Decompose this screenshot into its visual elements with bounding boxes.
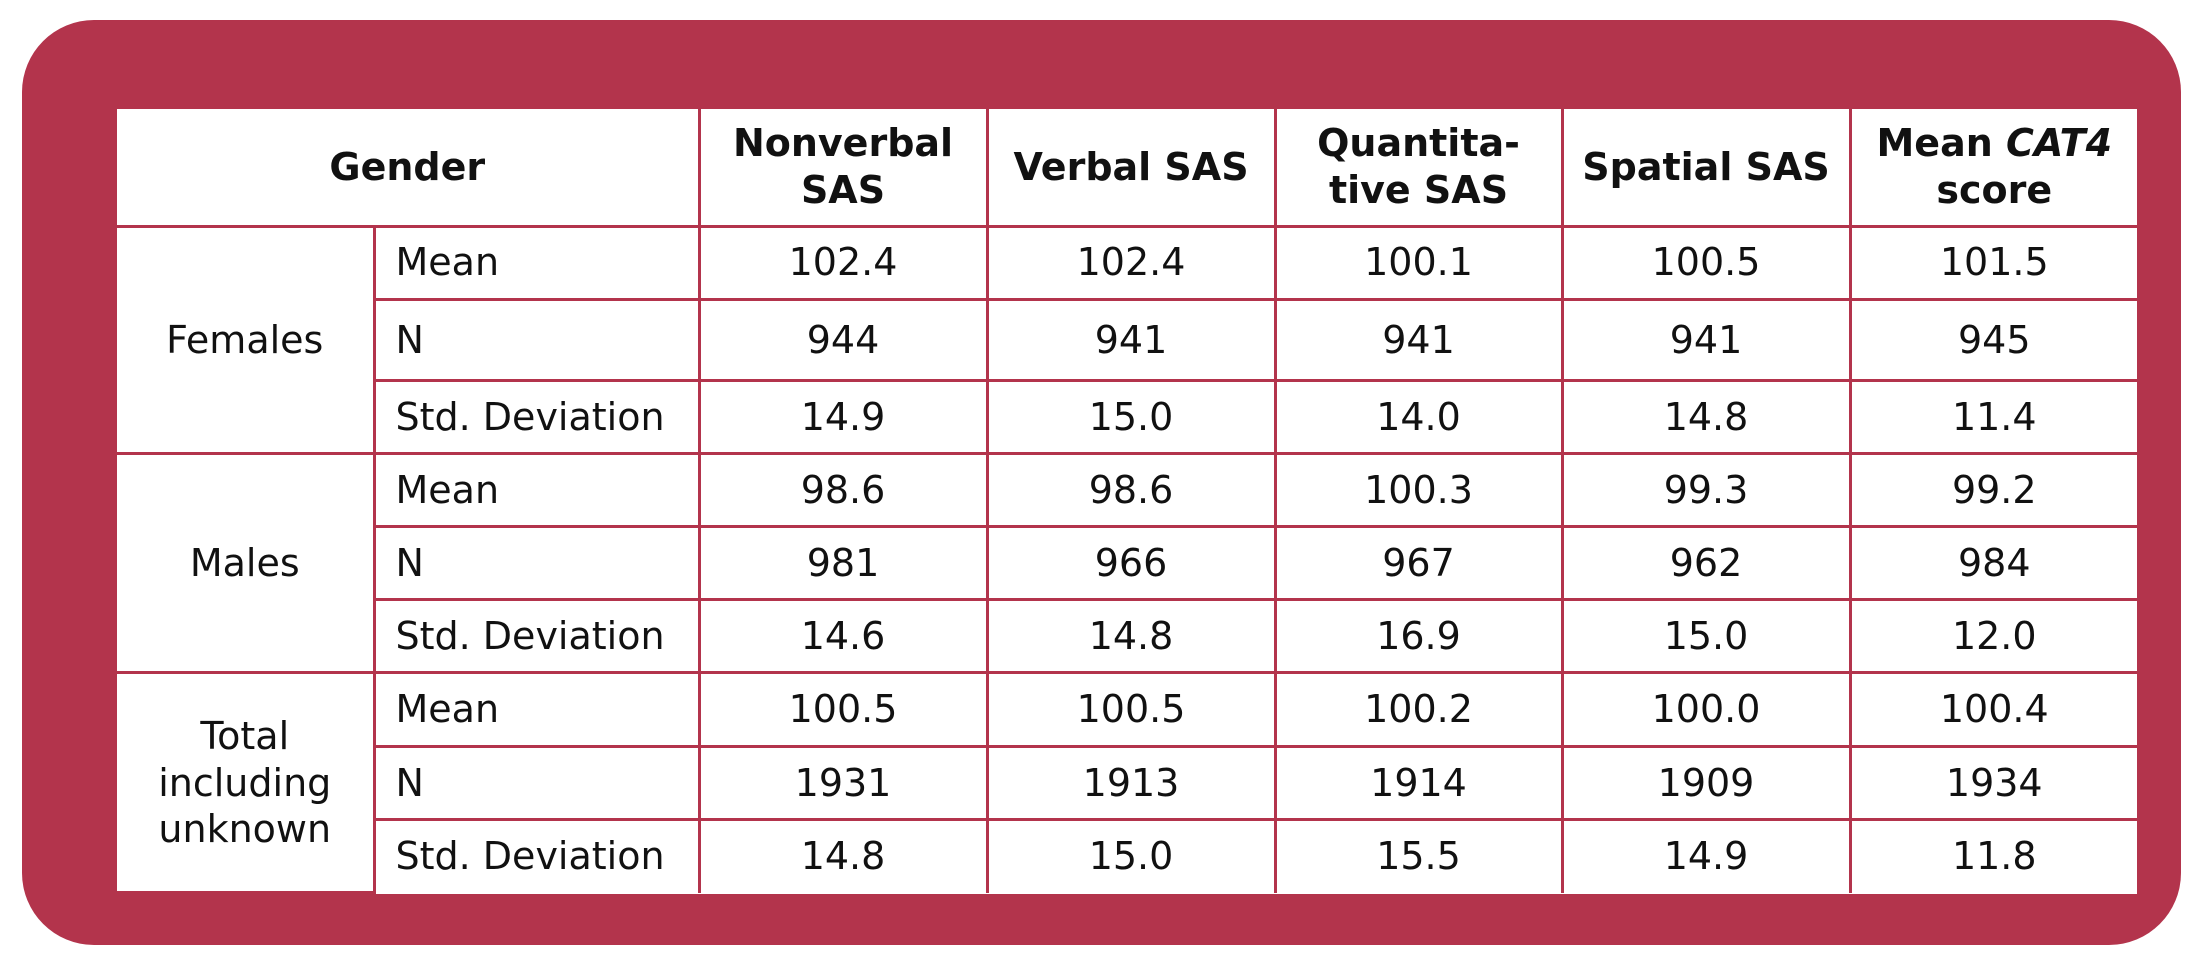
table-cell: 1931 <box>697 744 989 821</box>
table-cell: 16.9 <box>1273 598 1564 675</box>
stat-label: Mean <box>372 671 701 748</box>
table-cell: 98.6 <box>697 451 989 529</box>
table-cell: 14.9 <box>697 378 989 455</box>
table-cell: 100.0 <box>1560 671 1852 748</box>
table-cell: 15.0 <box>985 378 1277 455</box>
table-row: Males Mean 98.6 98.6 100.3 99.3 99.2 <box>117 451 2138 675</box>
table-row: Std. Deviation 14.8 15.0 15.5 14.9 11.8 <box>117 817 2138 893</box>
table-cell: 14.8 <box>985 598 1277 675</box>
stat-label: N <box>374 744 701 821</box>
header-nonverbal-label: Nonverbal SAS <box>732 121 954 212</box>
table-cell: 967 <box>1273 525 1564 602</box>
table-cell: 102.4 <box>697 224 989 301</box>
table-cell: 14.9 <box>1560 817 1852 893</box>
table-row: N 981 966 967 962 984 <box>117 525 2138 602</box>
table-row: Total including unknown Mean 100.5 100.5… <box>117 671 2138 894</box>
table-cell: 1909 <box>1560 744 1852 821</box>
table-cell: 941 <box>985 297 1277 382</box>
table-cell: 11.8 <box>1848 817 2138 893</box>
table-cell: 100.3 <box>1273 451 1564 529</box>
header-score-suffix: score <box>1936 167 2053 212</box>
table-cell: 100.4 <box>1848 671 2138 748</box>
table-cell: 14.8 <box>697 817 989 893</box>
table-cell: 941 <box>1273 297 1564 382</box>
table-cell: 102.4 <box>985 224 1277 301</box>
table-cell: 99.2 <box>1848 451 2138 529</box>
table-cell: 100.2 <box>1273 671 1564 748</box>
stat-label: Std. Deviation <box>374 378 701 455</box>
table-cell: 14.0 <box>1273 378 1564 455</box>
table-cell: 15.0 <box>1560 598 1852 675</box>
table-cell: 15.5 <box>1273 817 1564 893</box>
stat-label: N <box>374 297 701 382</box>
statistics-table: Gender Nonverbal SAS Verbal SAS Quantita… <box>117 109 2138 894</box>
header-spatial-sas: Spatial SAS <box>1560 109 1852 228</box>
table-row: N 1931 1913 1914 1909 1934 <box>117 744 2138 821</box>
table-cell: 962 <box>1560 525 1852 602</box>
stat-label: Std. Deviation <box>374 598 701 675</box>
header-mean-prefix: Mean <box>1876 121 1993 166</box>
table-cell: 1934 <box>1848 744 2138 821</box>
table-cell: 100.5 <box>985 671 1277 748</box>
group-label-total: Total including unknown <box>117 671 376 894</box>
group-label-total-text: Total including unknown <box>158 714 332 851</box>
table-cell: 984 <box>1848 525 2138 602</box>
table-cell: 12.0 <box>1848 598 2138 675</box>
table-cell: 966 <box>985 525 1277 602</box>
stat-label: N <box>374 525 701 602</box>
table-cell: 100.5 <box>1560 224 1852 301</box>
stat-label: Mean <box>372 451 701 529</box>
group-label-males: Males <box>117 451 376 675</box>
table-row: Females Mean 102.4 102.4 100.1 100.5 101… <box>117 224 2138 455</box>
table-cell: 1914 <box>1273 744 1564 821</box>
header-row: Gender Nonverbal SAS Verbal SAS Quantita… <box>117 109 2138 228</box>
header-quantitative-label: Quantita-tive SAS <box>1317 121 1520 212</box>
header-nonverbal-sas: Nonverbal SAS <box>697 109 989 228</box>
table-cell: 14.6 <box>697 598 989 675</box>
table-cell: 941 <box>1560 297 1852 382</box>
table-cell: 945 <box>1848 297 2138 382</box>
table-frame: Gender Nonverbal SAS Verbal SAS Quantita… <box>22 20 2181 945</box>
header-cat4-label: CAT4 <box>2006 121 2113 166</box>
table-cell: 1913 <box>985 744 1277 821</box>
header-gender: Gender <box>117 109 701 228</box>
table-row: Std. Deviation 14.9 15.0 14.0 14.8 11.4 <box>117 378 2138 455</box>
header-verbal-sas: Verbal SAS <box>985 109 1277 228</box>
table-cell: 981 <box>697 525 989 602</box>
table-cell: 101.5 <box>1848 224 2138 301</box>
table-cell: 98.6 <box>985 451 1277 529</box>
stat-label: Mean <box>372 224 701 301</box>
table-row: N 944 941 941 941 945 <box>117 297 2138 382</box>
stat-label: Std. Deviation <box>374 817 701 893</box>
header-mean-cat4-score: Mean CAT4 score <box>1848 109 2138 228</box>
header-quantitative-sas: Quantita-tive SAS <box>1273 109 1564 228</box>
table-cell: 99.3 <box>1560 451 1852 529</box>
table-row: Std. Deviation 14.6 14.8 16.9 15.0 12.0 <box>117 598 2138 675</box>
table-panel: Gender Nonverbal SAS Verbal SAS Quantita… <box>117 109 2138 894</box>
table-cell: 100.1 <box>1273 224 1564 301</box>
table-cell: 14.8 <box>1560 378 1852 455</box>
table-cell: 100.5 <box>697 671 989 748</box>
table-cell: 11.4 <box>1848 378 2138 455</box>
table-cell: 15.0 <box>985 817 1277 893</box>
group-label-females: Females <box>117 224 376 455</box>
table-cell: 944 <box>697 297 989 382</box>
